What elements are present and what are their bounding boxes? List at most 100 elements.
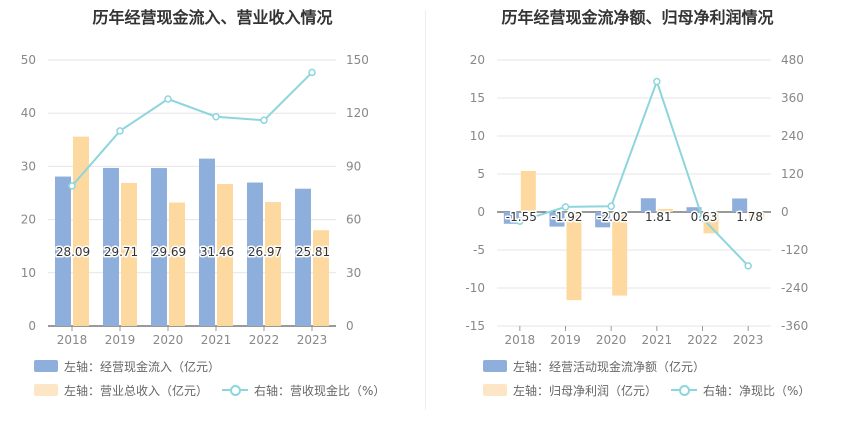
legend-label: 右轴：净现比（%） [703, 383, 811, 398]
x-tick-label: 2023 [297, 333, 328, 347]
y-left-tick-label: -10 [465, 281, 485, 295]
chart-panel-right: 历年经营现金流净额、归母净利润情况 -15 -10 -5 0 5 10 15 20 -360 -2… [425, 0, 850, 436]
bar-primary [549, 212, 565, 227]
bar-secondary [169, 202, 185, 326]
bar-secondary [612, 212, 628, 296]
bar-secondary [657, 208, 673, 212]
legend-line-swatch [671, 384, 698, 396]
bar-secondary [313, 230, 329, 326]
series-line [71, 71, 313, 187]
series-line [519, 78, 749, 267]
bar-data-label: 1.81 [645, 210, 672, 224]
y-right-tick-label: 60 [346, 213, 361, 227]
y-right-tick-label: -240 [781, 281, 808, 295]
chart-title: 历年经营现金流净额、归母净利润情况 [501, 8, 774, 27]
x-tick-label: 2021 [201, 333, 232, 347]
bar-data-label: 31.46 [200, 245, 234, 259]
x-tick-label: 2020 [153, 333, 184, 347]
x-tick-label: 2019 [550, 333, 581, 347]
y-right-tick-label: 240 [781, 129, 804, 143]
line-point [116, 127, 124, 135]
bar-data-label: 29.71 [104, 245, 138, 259]
legend-item-cash-ratio[interactable]: 右轴：营收现金比（%） [222, 382, 385, 399]
bar-data-label: 1.78 [736, 210, 763, 224]
bar-secondary [703, 212, 719, 234]
legend-item-net-profit[interactable]: 左轴：归母净利润（亿元） [483, 382, 657, 399]
bar-primary [595, 212, 611, 228]
panel-divider [425, 10, 426, 410]
bar-data-label: 29.69 [152, 245, 186, 259]
legend-row: 左轴：经营现金流入（亿元） [34, 358, 234, 374]
bar-data-label: -2.02 [597, 210, 628, 224]
y-left-tick-label: 20 [470, 53, 485, 67]
legend-swatch [483, 384, 507, 396]
y-left-tick-label: -15 [465, 319, 485, 333]
y-left-tick-label: 50 [21, 53, 36, 67]
x-tick-label: 2020 [596, 333, 627, 347]
legend-line-swatch [222, 384, 249, 396]
legend-label: 右轴：营收现金比（%） [254, 383, 386, 398]
bar-primary [55, 176, 71, 326]
legend-label: 左轴：归母净利润（亿元） [513, 383, 658, 398]
line-point [68, 182, 76, 190]
bar-primary [686, 207, 702, 212]
legend-swatch [34, 384, 58, 396]
y-left-tick-label: 0 [477, 205, 485, 219]
line-point [164, 95, 172, 103]
bar-data-label: -1.55 [506, 210, 537, 224]
legend-item-net-cash-ratio[interactable]: 右轴：净现比（%） [671, 382, 810, 399]
y-left-tick-label: 5 [477, 167, 485, 181]
x-tick-label: 2018 [57, 333, 88, 347]
legend-item-cash-inflow[interactable]: 左轴：经营现金流入（亿元） [34, 358, 220, 375]
line-point [698, 214, 707, 223]
y-left-tick-label: 10 [470, 129, 485, 143]
bar-primary [151, 168, 167, 326]
y-left-tick-label: 15 [470, 91, 485, 105]
line-point [561, 203, 570, 211]
bar-primary [199, 158, 215, 326]
y-left-tick-label: 30 [21, 159, 36, 173]
chart-panel-left: 历年经营现金流入、营业收入情况 0 10 20 30 40 50 0 30 60 90 120 150… [21, 8, 399, 398]
legend-label: 左轴：经营活动现金流净额（亿元） [513, 359, 706, 374]
bar-primary [247, 182, 263, 326]
y-right-tick-label: 0 [346, 319, 354, 333]
legend-item-revenue[interactable]: 左轴：营业总收入（亿元） [34, 382, 208, 399]
legend-row: 左轴：归母净利润（亿元） 右轴：净现比（%） [483, 382, 824, 398]
bar-data-label: -1.92 [551, 210, 582, 224]
x-tick-label: 2023 [733, 333, 764, 347]
y-right-tick-label: -360 [781, 319, 808, 333]
legend-swatch [483, 360, 507, 372]
legend-item-net-cash-flow[interactable]: 左轴：经营活动现金流净额（亿元） [483, 358, 705, 375]
y-right-tick-label: 30 [346, 266, 361, 280]
x-tick-label: 2022 [249, 333, 280, 347]
bar-data-label: 26.97 [248, 245, 282, 259]
legend-row: 左轴：经营活动现金流净额（亿元） [483, 358, 719, 374]
y-left-tick-label: 40 [21, 106, 36, 120]
bar-secondary [121, 182, 137, 326]
legend-label: 左轴：营业总收入（亿元） [64, 383, 209, 398]
y-left-tick-label: 0 [28, 319, 36, 333]
legend-row: 左轴：营业总收入（亿元） 右轴：营收现金比（%） [34, 382, 399, 398]
bar-secondary [520, 170, 536, 212]
bar-secondary [73, 136, 89, 326]
line-point [744, 262, 752, 270]
bar-data-label: 28.09 [56, 245, 90, 259]
line-point [516, 217, 524, 225]
y-left-tick-label: 10 [21, 266, 36, 280]
y-left-tick-label: -5 [473, 243, 485, 257]
y-right-tick-label: 150 [346, 53, 369, 67]
chart-title: 历年经营现金流入、营业收入情况 [92, 8, 333, 27]
line-point [653, 77, 661, 86]
x-tick-label: 2021 [642, 333, 673, 347]
legend-label: 左轴：经营现金流入（亿元） [64, 359, 221, 374]
chart-plot: -15 -10 -5 0 5 10 15 20 -360 -240 -120 0 120 240 360 48… [465, 53, 808, 347]
line-point [308, 68, 316, 77]
y-right-tick-label: 0 [781, 205, 789, 219]
bar-secondary [749, 212, 765, 220]
bar-secondary [217, 183, 233, 326]
bar-primary [640, 198, 656, 212]
y-right-tick-label: 120 [346, 106, 369, 120]
y-left-tick-label: 20 [21, 213, 36, 227]
line-point [212, 112, 220, 121]
chart-plot: 0 10 20 30 40 50 0 30 60 90 120 150 2018 2019 2020 2021… [21, 53, 369, 347]
